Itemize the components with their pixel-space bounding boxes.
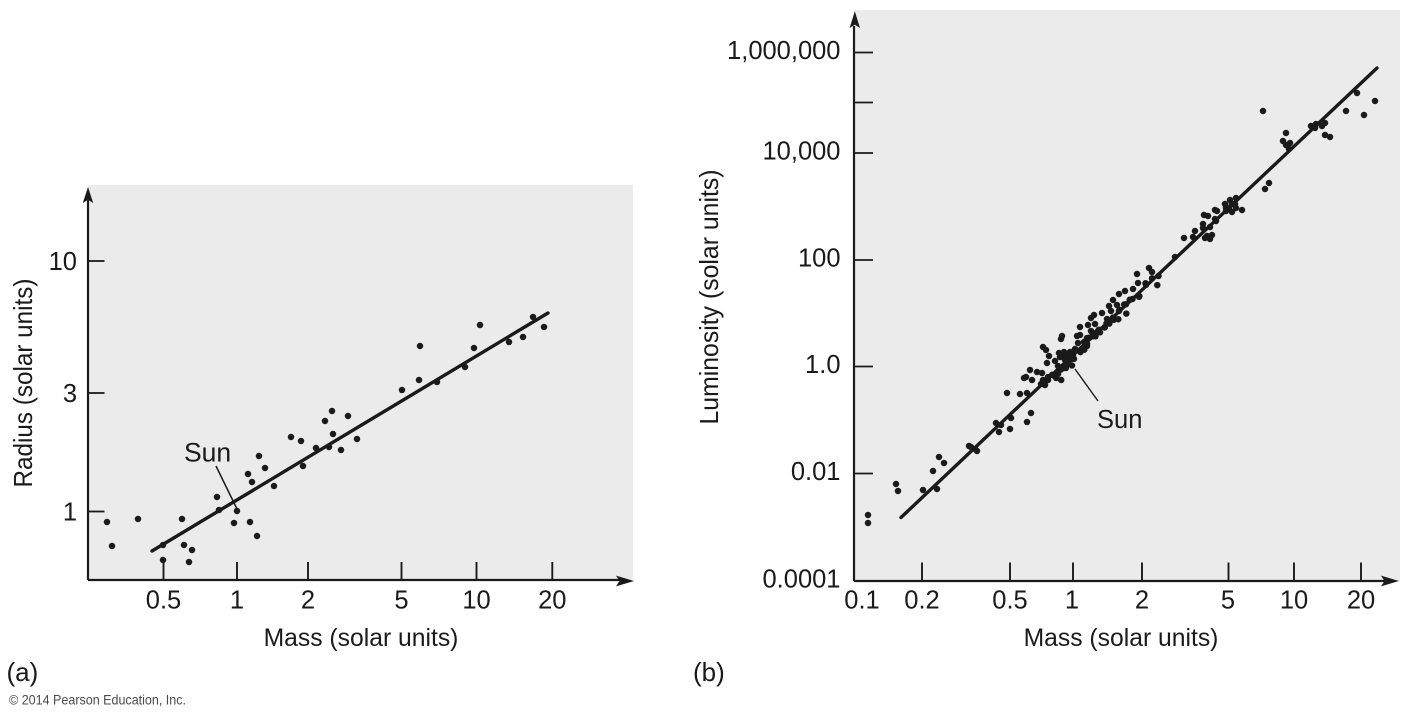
svg-text:2: 2 bbox=[1135, 587, 1149, 615]
svg-text:Sun: Sun bbox=[184, 438, 231, 468]
svg-text:100: 100 bbox=[798, 245, 841, 273]
svg-text:3: 3 bbox=[63, 380, 77, 408]
svg-text:(b): (b) bbox=[693, 657, 725, 687]
svg-text:0.01: 0.01 bbox=[791, 458, 841, 486]
svg-text:0.1: 0.1 bbox=[844, 587, 879, 615]
svg-text:10,000: 10,000 bbox=[763, 138, 841, 166]
svg-text:0.5: 0.5 bbox=[992, 587, 1027, 615]
svg-text:2: 2 bbox=[301, 587, 315, 615]
svg-text:0.5: 0.5 bbox=[146, 587, 181, 615]
svg-text:10: 10 bbox=[1280, 587, 1308, 615]
svg-text:Luminosity (solar units): Luminosity (solar units) bbox=[694, 170, 724, 425]
svg-text:1,000,000: 1,000,000 bbox=[727, 37, 840, 65]
svg-text:1: 1 bbox=[1065, 587, 1079, 615]
svg-text:10: 10 bbox=[462, 587, 490, 615]
svg-text:5: 5 bbox=[394, 587, 408, 615]
svg-text:Sun: Sun bbox=[1097, 406, 1142, 434]
svg-text:0.0001: 0.0001 bbox=[763, 566, 841, 594]
svg-text:0.2: 0.2 bbox=[904, 587, 939, 615]
svg-text:(a): (a) bbox=[7, 657, 39, 687]
svg-text:1.0: 1.0 bbox=[805, 351, 840, 379]
svg-text:1: 1 bbox=[230, 587, 244, 615]
svg-text:Mass (solar units): Mass (solar units) bbox=[264, 625, 459, 652]
svg-text:10: 10 bbox=[49, 248, 77, 276]
svg-text:20: 20 bbox=[538, 587, 566, 615]
svg-text:© 2014 Pearson Education, Inc.: © 2014 Pearson Education, Inc. bbox=[9, 693, 186, 709]
svg-text:Mass (solar units): Mass (solar units) bbox=[1024, 625, 1219, 652]
svg-text:20: 20 bbox=[1347, 587, 1375, 615]
svg-text:Radius (solar units): Radius (solar units) bbox=[8, 279, 38, 488]
svg-text:5: 5 bbox=[1221, 587, 1235, 615]
svg-text:1: 1 bbox=[63, 499, 77, 527]
